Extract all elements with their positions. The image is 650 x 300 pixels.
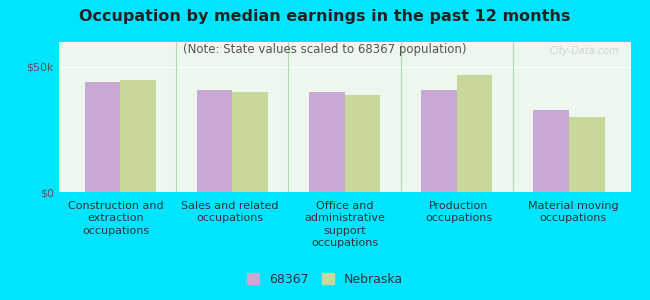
Bar	[533, 110, 569, 192]
Bar	[84, 82, 120, 192]
Text: Material moving
occupations: Material moving occupations	[528, 201, 619, 224]
Bar	[309, 92, 344, 192]
Bar	[196, 89, 233, 192]
Text: Office and
administrative
support
occupations: Office and administrative support occupa…	[304, 201, 385, 248]
Text: (Note: State values scaled to 68367 population): (Note: State values scaled to 68367 popu…	[183, 44, 467, 56]
Bar	[344, 94, 380, 192]
Text: Production
occupations: Production occupations	[425, 201, 493, 224]
Bar	[456, 74, 493, 192]
Text: Sales and related
occupations: Sales and related occupations	[181, 201, 279, 224]
Legend: 68367, Nebraska: 68367, Nebraska	[242, 268, 408, 291]
Text: Occupation by median earnings in the past 12 months: Occupation by median earnings in the pas…	[79, 9, 571, 24]
Bar	[569, 117, 604, 192]
Text: City-Data.com: City-Data.com	[549, 46, 619, 56]
Bar	[120, 80, 156, 192]
Bar	[233, 92, 268, 192]
Bar	[421, 89, 456, 192]
Text: Construction and
extraction
occupations: Construction and extraction occupations	[68, 201, 164, 236]
